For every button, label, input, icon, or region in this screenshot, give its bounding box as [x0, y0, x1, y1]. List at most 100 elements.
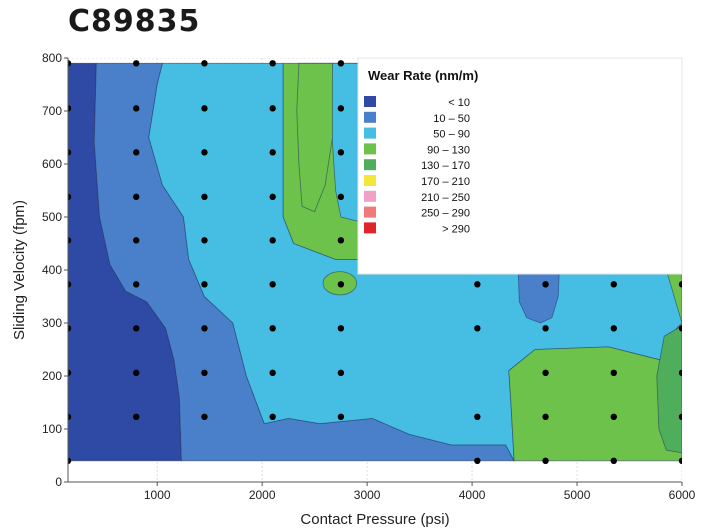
legend-swatch	[364, 159, 376, 171]
legend-label: 90 – 130	[427, 144, 470, 156]
data-point	[133, 193, 140, 201]
data-point	[68, 281, 72, 288]
data-point	[68, 457, 72, 464]
chart-header-title: C89835	[68, 4, 201, 39]
data-point	[201, 60, 208, 67]
contour-region	[517, 272, 560, 324]
legend-label: > 290	[442, 223, 470, 235]
data-point	[269, 413, 276, 421]
legend-swatch	[364, 111, 376, 123]
data-point	[133, 281, 140, 288]
data-point	[474, 325, 481, 332]
data-point	[201, 149, 208, 156]
data-point	[337, 281, 345, 288]
data-point	[474, 413, 481, 421]
data-point	[474, 281, 481, 288]
legend-swatch	[364, 143, 376, 155]
data-point	[201, 281, 208, 288]
data-point	[201, 193, 208, 201]
legend-label: 50 – 90	[433, 129, 470, 141]
data-point	[201, 237, 208, 244]
data-point	[610, 281, 617, 288]
contour-region	[656, 325, 682, 454]
data-point	[678, 281, 682, 288]
y-tick-label: 100	[42, 422, 62, 436]
x-tick-label: 3000	[354, 488, 381, 502]
data-point	[678, 413, 682, 421]
x-tick-label: 2000	[249, 488, 276, 502]
data-point	[133, 149, 140, 156]
data-point	[678, 457, 682, 464]
data-point	[542, 281, 549, 288]
legend-label: 210 – 250	[421, 192, 470, 204]
data-point	[542, 413, 549, 421]
data-point	[542, 457, 549, 464]
data-point	[678, 369, 682, 377]
data-point	[610, 325, 617, 332]
y-tick-label: 300	[42, 316, 62, 330]
legend-label: 170 – 210	[421, 176, 470, 188]
x-axis-label: Contact Pressure (psi)	[300, 511, 449, 528]
legend-label: 130 – 170	[421, 160, 470, 172]
data-point	[201, 325, 208, 332]
x-tick-label: 6000	[669, 488, 696, 502]
data-point	[201, 105, 208, 112]
legend-label: 250 – 290	[421, 208, 470, 220]
data-point	[68, 325, 72, 332]
x-tick-label: 1000	[144, 488, 171, 502]
data-point	[269, 281, 276, 288]
data-point	[68, 413, 72, 421]
data-point	[678, 325, 682, 332]
legend-swatch	[364, 190, 376, 202]
data-point	[133, 60, 140, 67]
data-point	[542, 325, 549, 332]
data-point	[269, 369, 276, 377]
legend: Wear Rate (nm/m) < 10 10 – 50 50 – 90 90 – 1…	[357, 57, 683, 275]
data-point	[68, 237, 72, 244]
data-point	[68, 369, 72, 377]
data-point	[337, 149, 345, 156]
legend-swatch	[364, 206, 376, 218]
y-tick-label: 0	[55, 475, 62, 489]
data-point	[269, 60, 276, 67]
data-point	[201, 369, 208, 377]
legend-swatch	[364, 96, 376, 107]
data-point	[337, 325, 345, 332]
data-point	[337, 237, 345, 244]
y-tick-label: 600	[42, 157, 62, 171]
data-point	[133, 237, 140, 244]
x-tick-label: 5000	[564, 488, 591, 502]
y-tick-label: 500	[42, 210, 62, 224]
y-axis-label: Sliding Velocity (fpm)	[11, 200, 28, 340]
legend-swatch	[364, 127, 376, 139]
data-point	[337, 60, 345, 67]
y-tick-label: 700	[42, 104, 62, 118]
contour-region	[296, 62, 333, 213]
data-point	[269, 237, 276, 244]
data-point	[610, 369, 617, 377]
y-tick-label: 200	[42, 369, 62, 383]
y-tick-label: 400	[42, 263, 62, 277]
data-point	[201, 413, 208, 421]
data-point	[337, 105, 345, 112]
legend-title: Wear Rate (nm/m)	[368, 68, 478, 83]
data-point	[269, 149, 276, 156]
data-point	[68, 193, 72, 201]
data-point	[337, 369, 345, 377]
legend-label: 10 – 50	[433, 113, 470, 125]
legend-swatch	[364, 175, 376, 186]
data-point	[133, 105, 140, 112]
data-point	[337, 193, 345, 201]
y-tick-label: 800	[42, 51, 62, 65]
data-point	[474, 457, 481, 464]
data-point	[133, 325, 140, 332]
data-point	[269, 193, 276, 201]
data-point	[68, 149, 72, 156]
legend-swatch	[364, 222, 376, 234]
data-point	[269, 325, 276, 332]
data-point	[337, 413, 345, 421]
data-point	[133, 413, 140, 421]
data-point	[269, 105, 276, 112]
data-point	[68, 60, 72, 67]
